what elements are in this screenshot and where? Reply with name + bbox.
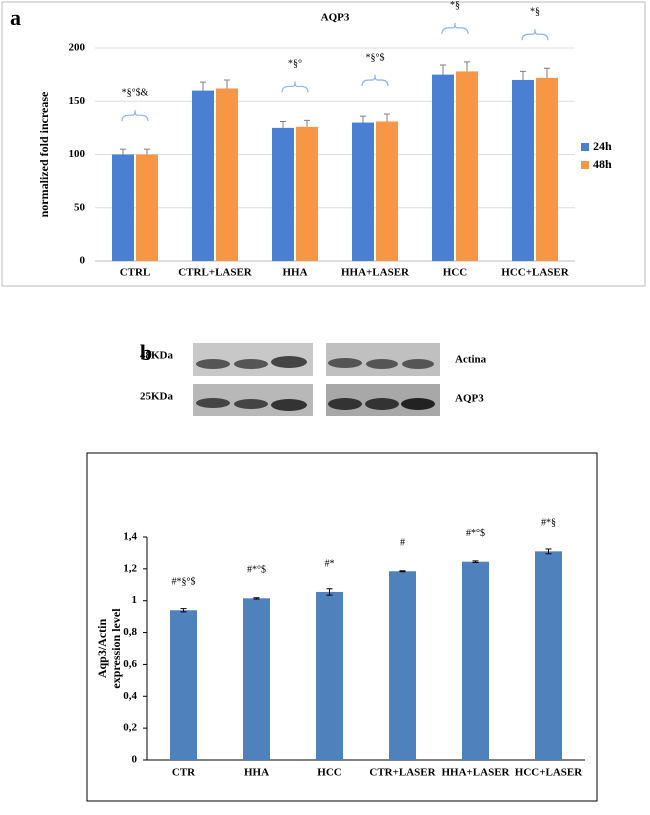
annotation: #*	[325, 558, 335, 569]
error-bar	[180, 608, 187, 613]
y-tick-label: 1	[132, 594, 138, 606]
y-tick-label: 150	[69, 95, 86, 107]
annotation: #*§°$	[172, 577, 196, 588]
y-tick-label: 50	[74, 201, 86, 213]
y-tick-label: 0,8	[123, 626, 137, 638]
y-tick-label: 0	[132, 754, 138, 766]
bar	[376, 121, 398, 261]
annotation: *§°	[288, 59, 302, 70]
x-tick-label: CTR+LASER	[369, 767, 436, 779]
bar	[512, 79, 534, 261]
error-bar	[545, 548, 552, 555]
error-bar	[472, 560, 479, 563]
x-tick-label: HCC+LASER	[515, 767, 583, 779]
error-bar	[304, 119, 310, 127]
bar	[535, 551, 562, 760]
blot-label: 48KDa	[140, 350, 174, 362]
y-tick-label: 1,2	[123, 562, 137, 574]
legend-label: 48h	[593, 157, 612, 171]
error-bar	[384, 113, 390, 122]
error-bar	[326, 588, 333, 596]
error-bar	[224, 79, 230, 89]
error-bar	[544, 67, 550, 78]
y-tick-label: 1,4	[123, 531, 137, 543]
annotation: #	[400, 538, 405, 549]
legend-label: 24h	[593, 139, 612, 153]
bar	[192, 90, 214, 261]
error-bar	[253, 597, 260, 600]
annotation: #*°$	[247, 565, 266, 576]
legend-swatch	[581, 143, 589, 151]
error-bar	[464, 61, 470, 72]
chart-title: AQP3	[321, 12, 350, 24]
x-tick-label: HHA+LASER	[341, 267, 410, 279]
annotation: *§	[450, 0, 460, 11]
bar	[112, 154, 134, 261]
x-tick-label: HHA	[244, 767, 269, 779]
error-bar	[144, 148, 150, 155]
bar	[352, 122, 374, 261]
annotation: *§°$	[366, 52, 385, 63]
bar	[316, 591, 343, 760]
brace	[121, 110, 149, 122]
error-bar	[280, 120, 286, 128]
x-tick-label: HCC	[317, 767, 342, 779]
bar	[216, 88, 238, 261]
bar	[136, 154, 158, 261]
annotation: *§	[530, 7, 540, 18]
y-tick-label: 0	[80, 255, 86, 267]
bar	[462, 561, 489, 760]
y-tick-label: 0,6	[123, 658, 137, 670]
bar	[243, 598, 270, 760]
panel-label: a	[10, 5, 21, 30]
error-bar	[520, 70, 526, 80]
x-tick-label: CTR	[172, 767, 196, 779]
bar	[432, 74, 454, 261]
error-bar	[399, 570, 406, 573]
x-tick-label: HHA	[282, 267, 307, 279]
brace	[281, 81, 309, 93]
bar	[272, 127, 294, 261]
error-bar	[200, 81, 206, 91]
x-tick-label: CTRL+LASER	[178, 267, 253, 279]
annotation: #*§	[541, 518, 556, 529]
x-tick-label: CTRL	[120, 267, 151, 279]
annotation: *§°$&	[122, 87, 149, 98]
x-tick-label: HHA+LASER	[441, 767, 510, 779]
x-tick-label: HCC+LASER	[501, 267, 569, 279]
panel-a-frame	[1, 1, 646, 287]
y-axis-label: normalized fold increase	[37, 91, 51, 217]
panel-b-frame	[86, 452, 598, 802]
legend-swatch	[581, 161, 589, 169]
y-axis-label: Aqp3/Actin	[95, 619, 109, 679]
panel-label: b	[140, 340, 152, 365]
bar	[536, 77, 558, 261]
blot-label: AQP3	[455, 393, 484, 405]
y-tick-label: 0,2	[123, 722, 137, 734]
annotation: #*°$	[466, 528, 485, 539]
bar	[389, 571, 416, 760]
x-tick-label: HCC	[443, 267, 468, 279]
brace	[521, 29, 549, 41]
brace	[361, 75, 389, 87]
western-blot	[193, 343, 440, 416]
blot-label: 25KDa	[140, 391, 174, 403]
bar	[456, 71, 478, 262]
error-bar	[120, 148, 126, 155]
y-tick-label: 0,4	[123, 690, 137, 702]
error-bar	[360, 115, 366, 123]
bar	[296, 126, 318, 261]
y-axis-label: expression level	[109, 608, 123, 689]
y-tick-label: 100	[69, 148, 86, 160]
brace	[441, 22, 469, 34]
error-bar	[440, 64, 446, 75]
y-tick-label: 200	[69, 42, 86, 54]
blot-label: Actina	[455, 354, 487, 366]
bar	[170, 610, 197, 760]
